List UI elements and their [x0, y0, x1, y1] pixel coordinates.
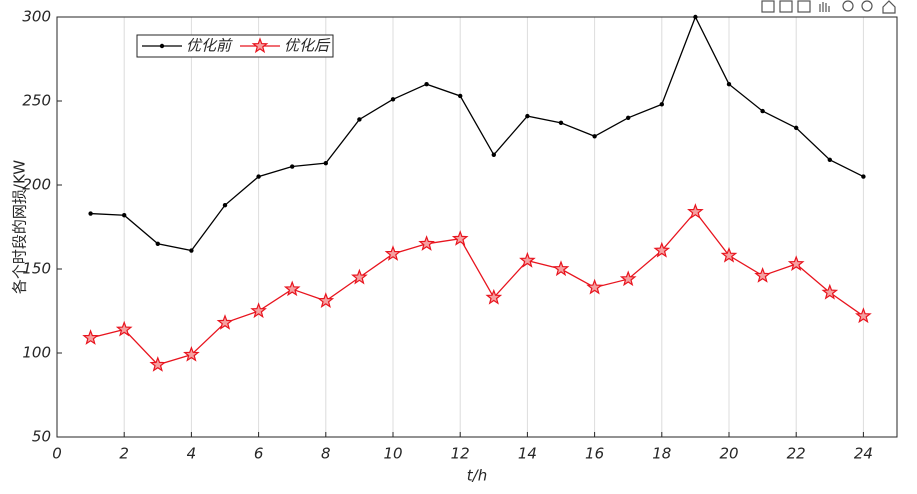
point-marker: [558, 120, 564, 126]
point-marker: [659, 102, 664, 107]
point-marker: [519, 251, 536, 268]
point-marker: [384, 245, 402, 261]
toolbar[interactable]: [761, 0, 896, 14]
y-tick-label: 150: [22, 260, 51, 278]
point-marker: [155, 241, 160, 246]
x-tick-label: 20: [719, 445, 738, 463]
point-marker: [861, 174, 866, 179]
point-marker: [390, 97, 396, 102]
x-tick-label: 14: [518, 445, 537, 463]
x-tick-label: 22: [787, 445, 806, 463]
point-marker: [693, 14, 698, 20]
point-marker: [855, 307, 872, 324]
point-marker: [626, 115, 631, 121]
x-tick-label: 24: [854, 445, 873, 463]
point-marker: [787, 255, 805, 271]
x-tick-label: 16: [585, 445, 604, 463]
point-marker: [183, 345, 200, 362]
y-axis-label: 各个时段的网损/KW: [11, 160, 29, 294]
x-tick-label: 6: [254, 445, 264, 463]
x-tick-label: 12: [451, 445, 470, 463]
point-marker: [290, 164, 295, 169]
point-marker: [485, 288, 503, 305]
point-marker: [82, 329, 99, 345]
point-marker: [586, 278, 603, 295]
point-marker: [115, 320, 133, 337]
x-tick-label: 8: [321, 445, 331, 463]
point-marker: [88, 211, 93, 216]
point-marker: [256, 174, 261, 179]
point-marker: [794, 125, 799, 131]
point-marker: [619, 270, 637, 287]
point-marker: [552, 260, 570, 277]
point-marker: [720, 246, 738, 263]
toolbar-icon[interactable]: [797, 0, 811, 13]
series-line: [90, 15, 864, 252]
point-marker: [283, 280, 301, 297]
toolbar-icon[interactable]: [861, 0, 873, 12]
x-tick-label: 18: [652, 445, 671, 463]
toolbar-icon[interactable]: [842, 0, 854, 12]
y-tick-label: 200: [22, 176, 51, 194]
x-axis-label: t/h: [467, 467, 487, 485]
toolbar-icon[interactable]: [882, 0, 896, 14]
point-marker: [525, 113, 530, 119]
point-marker: [592, 134, 597, 139]
point-marker: [726, 82, 732, 87]
point-marker: [451, 230, 469, 246]
point-marker: [687, 203, 704, 219]
y-tick-label: 300: [22, 8, 51, 26]
point-marker: [424, 82, 429, 87]
point-marker: [754, 266, 771, 283]
legend-box: [136, 34, 334, 58]
point-marker: [653, 241, 671, 258]
point-marker: [122, 213, 127, 218]
point-marker: [351, 268, 368, 285]
point-marker: [317, 292, 335, 308]
point-marker: [458, 93, 463, 99]
legend: 优化前 优化后: [136, 34, 334, 58]
legend-label: 优化后: [284, 37, 331, 55]
x-tick-label: 0: [52, 445, 62, 463]
point-marker: [491, 152, 496, 157]
toolbar-icon[interactable]: [819, 2, 830, 12]
point-marker: [323, 160, 328, 166]
y-tick-label: 250: [22, 92, 51, 110]
point-marker: [418, 235, 435, 251]
point-marker: [357, 117, 362, 122]
series-line: [90, 210, 864, 366]
plot-frame: [56, 16, 898, 438]
point-marker: [149, 356, 167, 372]
toolbar-icon[interactable]: [761, 0, 775, 13]
point-marker: [821, 283, 839, 300]
point-marker: [251, 37, 269, 54]
legend-label: 优化前: [186, 37, 233, 55]
x-tick-label: 4: [187, 445, 197, 463]
point-marker: [222, 202, 228, 208]
y-tick-label: 100: [22, 344, 51, 362]
x-tick-label: 2: [119, 445, 129, 463]
point-marker: [760, 108, 765, 114]
point-marker: [827, 157, 832, 162]
y-tick-label: 50: [32, 428, 51, 446]
x-tick-label: 10: [383, 445, 402, 463]
point-marker: [159, 43, 165, 49]
point-marker: [250, 302, 267, 319]
toolbar-icon[interactable]: [779, 0, 793, 13]
point-marker: [189, 248, 194, 253]
point-marker: [216, 314, 234, 330]
